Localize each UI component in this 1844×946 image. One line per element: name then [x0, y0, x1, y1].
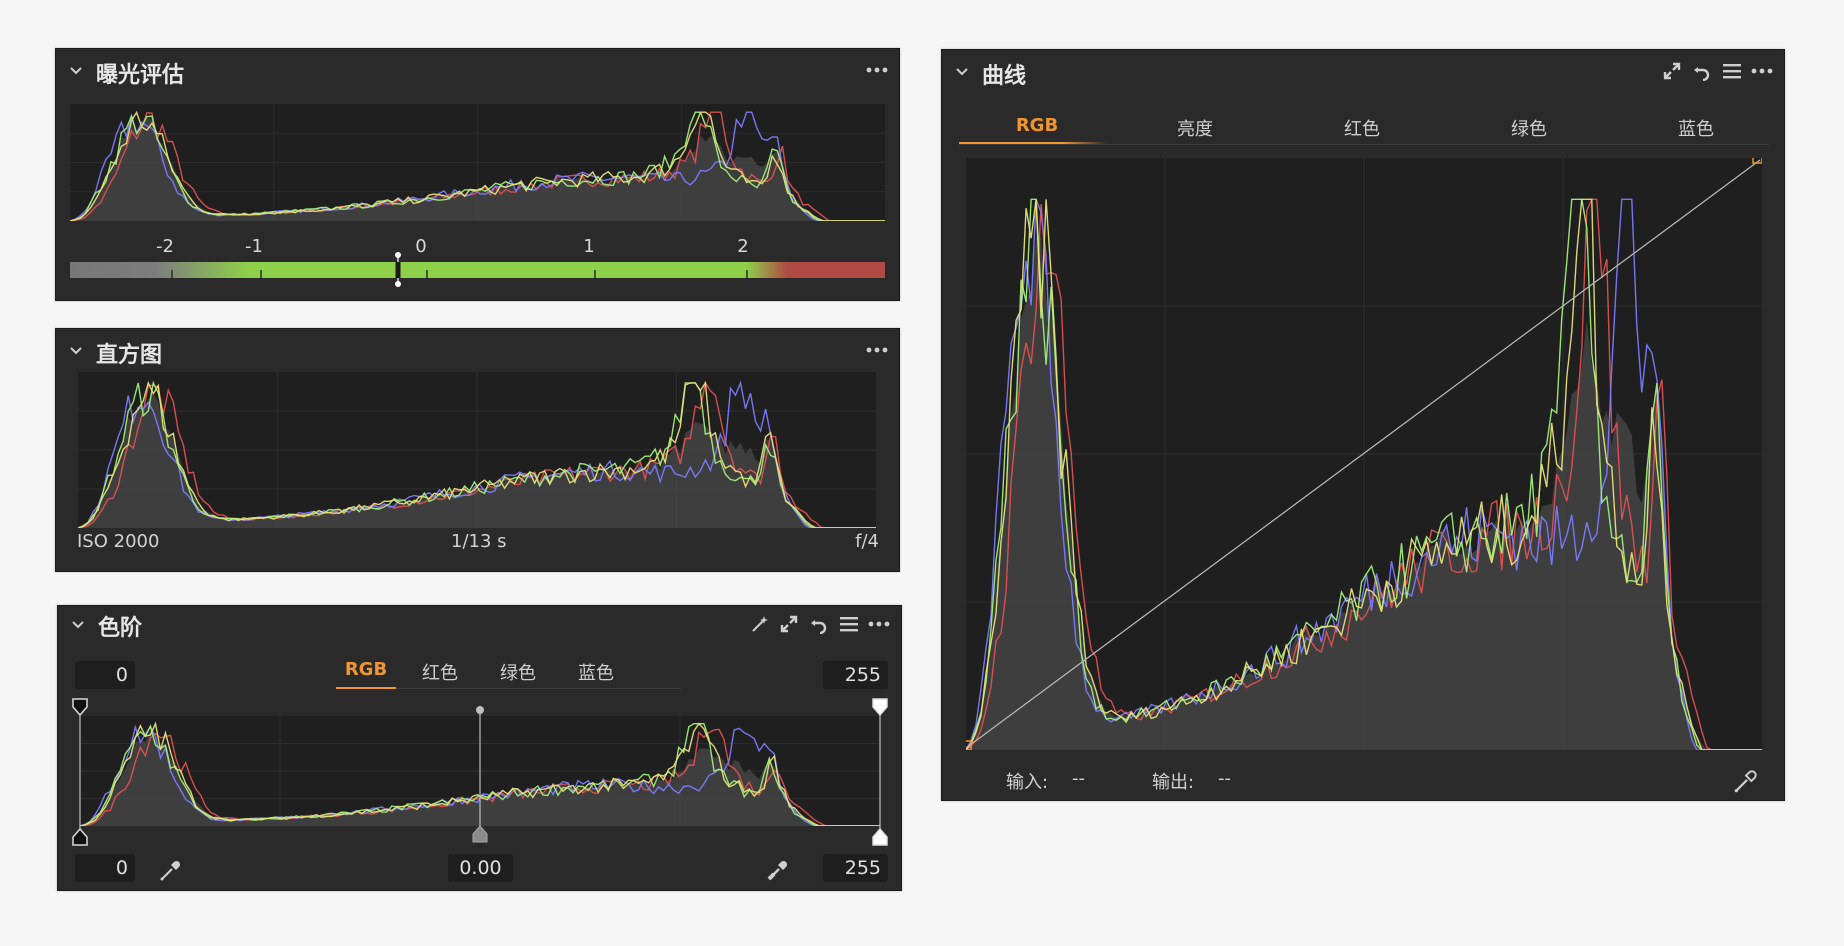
- channel-line: [70, 110, 885, 221]
- luminance-area: [966, 236, 1762, 750]
- exposure-panel-header[interactable]: 曝光评估: [56, 49, 899, 93]
- input-low-field[interactable]: 0: [75, 661, 135, 689]
- color-picker-icon[interactable]: [1732, 767, 1760, 799]
- tab-rgb[interactable]: RGB: [1015, 115, 1059, 136]
- luminance-area: [80, 730, 880, 826]
- black-point-top-handle[interactable]: [72, 698, 88, 720]
- expand-icon[interactable]: [777, 612, 801, 636]
- tab-luminance[interactable]: 亮度: [1177, 119, 1213, 140]
- tab-green[interactable]: 绿色: [1511, 119, 1547, 140]
- chevron-down-icon[interactable]: [69, 616, 87, 634]
- reset-icon[interactable]: [807, 612, 831, 636]
- panel-title: 曝光评估: [96, 63, 185, 88]
- color-picker-icon[interactable]: [158, 857, 184, 887]
- exposure-tick-label: -2: [156, 236, 174, 257]
- levels-panel-header[interactable]: 色阶: [58, 606, 901, 650]
- exposure-histogram: [70, 104, 885, 221]
- channel-line: [966, 198, 1762, 750]
- output-high-field[interactable]: 255: [823, 854, 888, 882]
- panel-title: 直方图: [96, 343, 163, 368]
- exposure-tick-label: 1: [583, 236, 595, 257]
- main-histogram: [78, 372, 876, 528]
- exposure-tick-label: 0: [415, 236, 427, 257]
- exposure-meter: [70, 252, 885, 287]
- tab-rgb[interactable]: RGB: [344, 659, 388, 680]
- input-label: 输入:: [1006, 772, 1049, 793]
- auto-adjust-wand-icon[interactable]: [747, 612, 771, 636]
- channel-line: [966, 198, 1762, 750]
- levels-panel: 色阶 0 255 RGB 红色 绿色 蓝色: [57, 605, 902, 891]
- channel-line: [78, 380, 876, 528]
- input-high-field[interactable]: 255: [823, 661, 888, 689]
- more-icon[interactable]: [865, 338, 889, 362]
- tab-red[interactable]: 红色: [422, 663, 458, 684]
- input-value: --: [1072, 768, 1085, 789]
- active-tab-underline: [959, 142, 1107, 144]
- histogram-panel-header[interactable]: 直方图: [56, 329, 899, 373]
- more-icon[interactable]: [865, 58, 889, 82]
- exposure-marker: [395, 252, 401, 287]
- channel-line: [966, 198, 1762, 750]
- curve-line[interactable]: [966, 159, 1761, 749]
- curve-point-white[interactable]: [1752, 158, 1762, 164]
- luminance-area: [70, 118, 885, 221]
- header-actions: [865, 338, 889, 362]
- white-point-top-handle[interactable]: [872, 698, 888, 720]
- shutter-speed: 1/13 s: [451, 531, 507, 552]
- levels-histogram: [80, 716, 880, 826]
- output-value: --: [1218, 768, 1231, 789]
- menu-icon[interactable]: [1720, 59, 1744, 83]
- chevron-down-icon[interactable]: [67, 62, 85, 80]
- tab-divider: [959, 144, 1769, 145]
- curve-point-black[interactable]: [966, 740, 972, 750]
- aperture-value: f/4: [855, 531, 879, 552]
- tab-red[interactable]: 红色: [1344, 119, 1380, 140]
- exposure-tick-label: -1: [245, 236, 263, 257]
- midpoint-field[interactable]: 0.00: [448, 854, 513, 882]
- menu-icon[interactable]: [837, 612, 861, 636]
- header-actions: [747, 612, 891, 636]
- channel-line: [78, 381, 876, 528]
- tab-green[interactable]: 绿色: [500, 663, 536, 684]
- midtone-handle[interactable]: [472, 825, 488, 847]
- curves-panel-header[interactable]: 曲线: [942, 50, 1784, 94]
- expand-icon[interactable]: [1660, 59, 1684, 83]
- more-icon[interactable]: [867, 612, 891, 636]
- panel-title: 曲线: [982, 64, 1027, 89]
- exposure-tick-label: 2: [737, 236, 749, 257]
- active-tab-underline: [336, 687, 396, 689]
- color-picker-icon[interactable]: [765, 857, 791, 887]
- tab-blue[interactable]: 蓝色: [578, 663, 614, 684]
- exposure-panel: 曝光评估 -2 -1 0 1 2: [55, 48, 900, 301]
- black-point-bottom-handle[interactable]: [72, 827, 88, 850]
- chevron-down-icon[interactable]: [953, 63, 971, 81]
- output-label: 输出:: [1152, 772, 1195, 793]
- header-actions: [1660, 59, 1774, 83]
- luminance-area: [78, 393, 876, 528]
- histogram-panel: 直方图 ISO 2000 1/13 s f/4: [55, 328, 900, 572]
- chevron-down-icon[interactable]: [67, 342, 85, 360]
- panel-title: 色阶: [98, 616, 143, 641]
- curves-graph[interactable]: [966, 158, 1762, 750]
- white-point-bottom-handle[interactable]: [872, 827, 888, 850]
- reset-icon[interactable]: [1690, 59, 1714, 83]
- header-actions: [865, 58, 889, 82]
- output-low-field[interactable]: 0: [75, 854, 135, 882]
- iso-value: ISO 2000: [77, 531, 160, 552]
- more-icon[interactable]: [1750, 59, 1774, 83]
- tab-blue[interactable]: 蓝色: [1678, 119, 1714, 140]
- channel-line: [966, 198, 1762, 750]
- curves-panel: 曲线 RGB 亮度 红色 绿色 蓝色 输入: -- 输出: --: [941, 49, 1785, 801]
- tab-divider: [336, 688, 681, 689]
